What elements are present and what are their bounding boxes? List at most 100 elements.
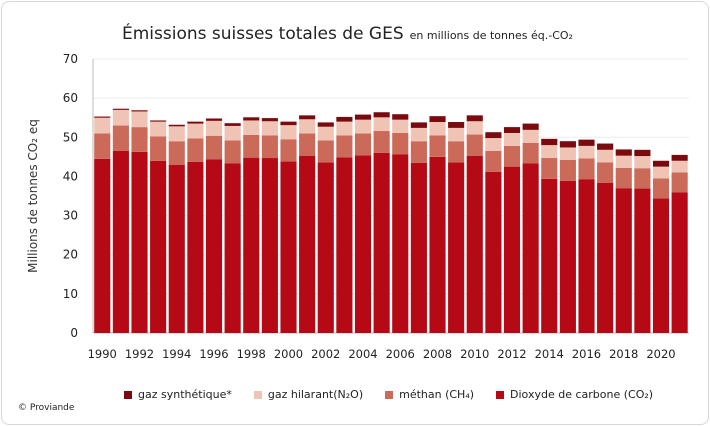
bar-segment [597,143,614,150]
bar-segment [671,192,688,333]
bar-segment [634,188,651,333]
bar-segment [578,139,595,146]
legend-item: gaz hilarant(N₂O) [253,388,363,401]
bar-segment [205,159,223,333]
bar-segment [94,116,111,118]
bar-segment [205,120,223,136]
bar-segment [559,180,576,333]
bar-segment [392,132,409,155]
bar-segment [94,133,111,159]
bar-segment [634,149,651,157]
bar-segment [522,163,539,333]
bar-segment [261,118,278,122]
x-tick-label: 1996 [199,347,228,361]
bar-segment [224,125,241,141]
copyright: © Proviande [18,403,75,413]
legend-swatch [385,390,394,399]
x-tick-label: 1990 [88,347,117,361]
bar-segment [392,114,409,120]
bar-segment [466,134,483,156]
bar-segment [485,150,502,172]
bar-segment [503,145,521,167]
y-axis-label: Millions de tonnes CO₂ eq [26,119,40,273]
bar-segment [187,161,204,333]
bar-segment [466,121,483,135]
chart-title: Émissions suisses totales de GES en milli… [122,24,573,44]
bar-segment [466,115,483,122]
bar-segment [373,112,390,118]
bar-segment [485,171,502,333]
bar-segment [559,147,576,160]
x-tick-label: 1994 [162,347,191,361]
bar-segment [559,159,576,181]
x-tick-label: 2006 [386,347,415,361]
bar-segment [224,140,241,164]
x-tick-label: 2014 [535,347,564,361]
bar-segment [354,133,372,156]
bar-segment [671,160,688,173]
bar-segment [168,124,185,127]
y-tick-label: 50 [63,130,78,144]
bar-segment [448,122,465,128]
bar-segment [373,152,390,333]
legend-item: Dioxyde de carbone (CO₂) [496,388,653,401]
y-tick-label: 0 [70,326,78,340]
bar-segment [559,141,576,148]
bar-segment [187,121,204,124]
title-main: Émissions suisses totales de GES [122,24,404,44]
bar-segment [224,163,241,333]
bar-segment [280,139,297,162]
bar-segment [541,178,558,333]
bar-segment [522,123,539,130]
y-tick-label: 40 [63,169,78,183]
x-tick-label: 2018 [609,347,638,361]
bar-segment [615,188,632,333]
bar-segment [261,158,278,333]
bar-segment [112,125,129,151]
bar-segment [150,136,167,161]
y-tick-label: 20 [63,248,78,262]
bar-segment [354,119,372,134]
bar-segment [410,141,427,163]
bar-segment [410,122,427,128]
y-tick-label: 30 [63,209,78,223]
bar-segment [522,129,539,143]
legend-swatch [124,390,132,399]
x-tick-label: 2002 [311,347,340,361]
bar-segment [652,178,670,199]
bar-segment [522,142,539,164]
bar-segment [299,155,316,333]
bar-segment [317,122,334,127]
bar-segment [429,122,446,136]
bar-segment [280,121,297,126]
bar-segment [299,119,316,134]
bar-segment [671,154,688,161]
bar-segment [485,138,502,151]
bar-segment [410,127,427,142]
bar-segment [466,155,483,333]
x-tick-label: 2016 [572,347,601,361]
bar-segment [280,161,297,333]
legend-label: méthan (CH₄) [399,388,475,401]
bar-segment [541,145,558,159]
bar-segment [187,123,204,139]
x-tick-label: 2004 [348,347,377,361]
bar-segment [261,121,278,136]
bar-segment [597,162,614,183]
x-tick-label: 2020 [646,347,675,361]
bar-segment [280,125,297,140]
legend-item: gaz synthétique* [124,388,232,401]
bar-segment [94,117,111,134]
bar-segment [187,138,204,162]
bar-segment [317,162,334,333]
legend: gaz synthétique* gaz hilarant(N₂O) méthan … [124,388,653,401]
legend-swatch [496,390,505,399]
bar-segment [578,179,595,333]
bar-segment [150,120,167,122]
bar-segment [150,121,167,137]
bar-segment [597,149,614,163]
bar-segment [541,158,558,179]
y-tick-label: 70 [63,52,78,66]
bar-segment [429,156,446,333]
bar-segment [131,111,148,128]
